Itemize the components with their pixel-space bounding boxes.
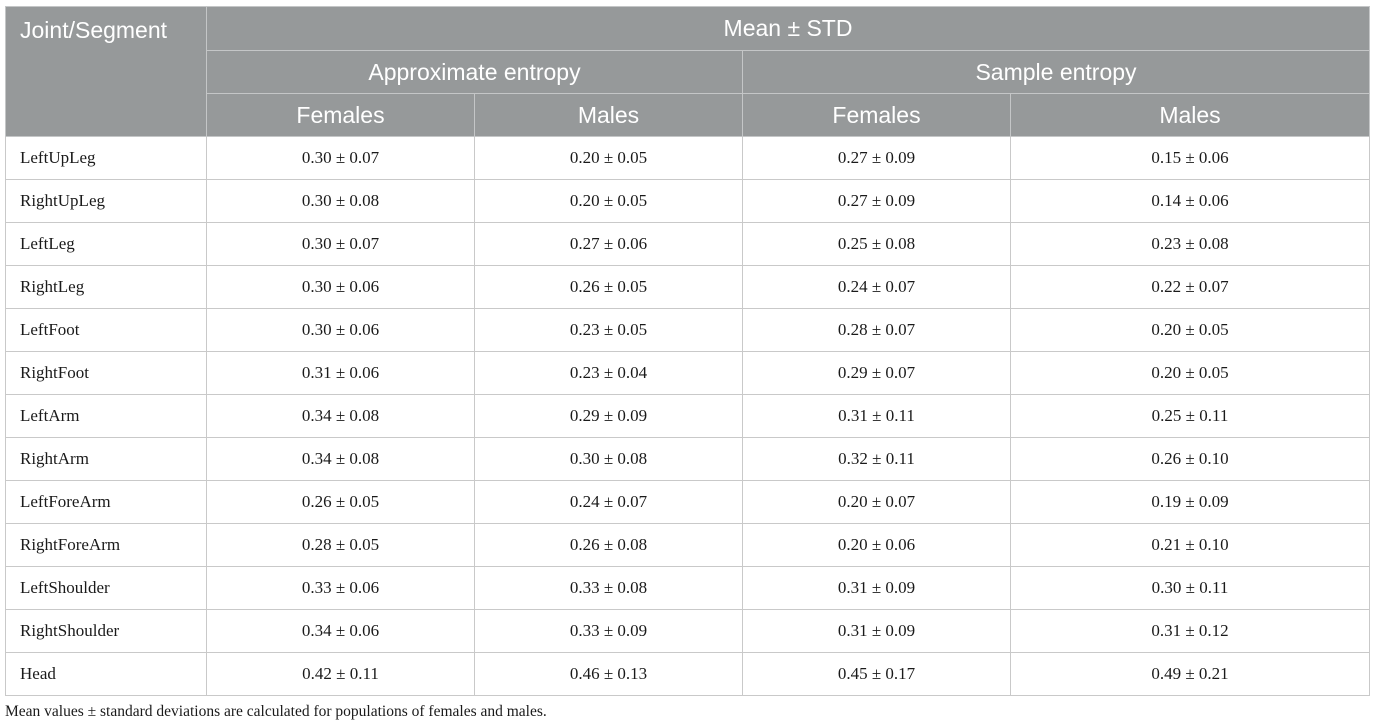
value-cell: 0.20 ± 0.05 [474,136,743,180]
table-row: RightArm 0.34 ± 0.08 0.30 ± 0.08 0.32 ± 0.1… [5,437,1370,481]
value-cell: 0.28 ± 0.07 [742,308,1011,352]
table-row: LeftArm 0.34 ± 0.08 0.29 ± 0.09 0.31 ± 0.11… [5,394,1370,438]
value-cell: 0.20 ± 0.05 [474,179,743,223]
value-cell: 0.19 ± 0.09 [1010,480,1370,524]
value-cell: 0.28 ± 0.05 [206,523,475,567]
value-cell: 0.31 ± 0.12 [1010,609,1370,653]
table-row: LeftFoot 0.30 ± 0.06 0.23 ± 0.05 0.28 ± 0.0… [5,308,1370,352]
value-cell: 0.33 ± 0.06 [206,566,475,610]
females-approx-header: Females [206,93,475,137]
value-cell: 0.31 ± 0.09 [742,566,1011,610]
value-cell: 0.27 ± 0.09 [742,179,1011,223]
males-approx-header: Males [474,93,743,137]
value-cell: 0.33 ± 0.09 [474,609,743,653]
value-cell: 0.46 ± 0.13 [474,652,743,696]
table-body: LeftUpLeg 0.30 ± 0.07 0.20 ± 0.05 0.27 ± 0.… [5,136,1370,696]
value-cell: 0.21 ± 0.10 [1010,523,1370,567]
segment-cell: RightArm [5,437,207,481]
value-cell: 0.31 ± 0.11 [742,394,1011,438]
segment-cell: LeftForeArm [5,480,207,524]
table-row: RightForeArm 0.28 ± 0.05 0.26 ± 0.08 0.20 ±… [5,523,1370,567]
value-cell: 0.15 ± 0.06 [1010,136,1370,180]
segment-column-header: Joint/Segment [5,6,207,137]
segment-cell: RightUpLeg [5,179,207,223]
value-cell: 0.49 ± 0.21 [1010,652,1370,696]
value-cell: 0.26 ± 0.05 [474,265,743,309]
table-row: LeftForeArm 0.26 ± 0.05 0.24 ± 0.07 0.20 ± … [5,480,1370,524]
value-cell: 0.25 ± 0.11 [1010,394,1370,438]
table-row: RightLeg 0.30 ± 0.06 0.26 ± 0.05 0.24 ± 0.0… [5,265,1370,309]
segment-cell: LeftShoulder [5,566,207,610]
entropy-table: Joint/Segment Mean ± STD Approximate ent… [5,6,1370,696]
approximate-entropy-header: Approximate entropy [206,50,743,94]
value-cell: 0.26 ± 0.05 [206,480,475,524]
value-cell: 0.32 ± 0.11 [742,437,1011,481]
table-row: RightFoot 0.31 ± 0.06 0.23 ± 0.04 0.29 ± 0.… [5,351,1370,395]
value-cell: 0.20 ± 0.06 [742,523,1011,567]
value-cell: 0.20 ± 0.05 [1010,351,1370,395]
table-row: RightShoulder 0.34 ± 0.06 0.33 ± 0.09 0.31 … [5,609,1370,653]
value-cell: 0.34 ± 0.08 [206,394,475,438]
table-row: LeftLeg 0.30 ± 0.07 0.27 ± 0.06 0.25 ± 0.08… [5,222,1370,266]
males-sample-header: Males [1010,93,1370,137]
table-row: LeftShoulder 0.33 ± 0.06 0.33 ± 0.08 0.31 ±… [5,566,1370,610]
females-sample-header: Females [742,93,1011,137]
table-footnote: Mean values ± standard deviations are ca… [5,703,547,720]
value-cell: 0.30 ± 0.06 [206,308,475,352]
segment-cell: LeftLeg [5,222,207,266]
value-cell: 0.29 ± 0.07 [742,351,1011,395]
table-row: LeftUpLeg 0.30 ± 0.07 0.20 ± 0.05 0.27 ± 0.… [5,136,1370,180]
value-cell: 0.30 ± 0.08 [474,437,743,481]
value-cell: 0.45 ± 0.17 [742,652,1011,696]
value-cell: 0.20 ± 0.07 [742,480,1011,524]
value-cell: 0.30 ± 0.07 [206,222,475,266]
value-cell: 0.24 ± 0.07 [742,265,1011,309]
segment-cell: LeftUpLeg [5,136,207,180]
value-cell: 0.26 ± 0.08 [474,523,743,567]
segment-cell: RightLeg [5,265,207,309]
value-cell: 0.23 ± 0.08 [1010,222,1370,266]
value-cell: 0.33 ± 0.08 [474,566,743,610]
value-cell: 0.34 ± 0.08 [206,437,475,481]
segment-cell: LeftArm [5,394,207,438]
value-cell: 0.30 ± 0.11 [1010,566,1370,610]
value-cell: 0.34 ± 0.06 [206,609,475,653]
segment-cell: RightShoulder [5,609,207,653]
table-header: Joint/Segment Mean ± STD Approximate ent… [5,6,1370,137]
value-cell: 0.27 ± 0.09 [742,136,1011,180]
value-cell: 0.23 ± 0.05 [474,308,743,352]
sample-entropy-header: Sample entropy [742,50,1370,94]
segment-cell: LeftFoot [5,308,207,352]
value-cell: 0.26 ± 0.10 [1010,437,1370,481]
table-row: Head 0.42 ± 0.11 0.46 ± 0.13 0.45 ± 0.17 0.4… [5,652,1370,696]
segment-cell: Head [5,652,207,696]
value-cell: 0.31 ± 0.09 [742,609,1011,653]
value-cell: 0.30 ± 0.07 [206,136,475,180]
value-cell: 0.22 ± 0.07 [1010,265,1370,309]
value-cell: 0.29 ± 0.09 [474,394,743,438]
value-cell: 0.23 ± 0.04 [474,351,743,395]
value-cell: 0.25 ± 0.08 [742,222,1011,266]
value-cell: 0.27 ± 0.06 [474,222,743,266]
value-cell: 0.30 ± 0.06 [206,265,475,309]
mean-std-header: Mean ± STD [206,6,1370,51]
value-cell: 0.14 ± 0.06 [1010,179,1370,223]
value-cell: 0.24 ± 0.07 [474,480,743,524]
value-cell: 0.31 ± 0.06 [206,351,475,395]
entropy-table-container: Joint/Segment Mean ± STD Approximate ent… [5,6,1370,696]
value-cell: 0.30 ± 0.08 [206,179,475,223]
value-cell: 0.20 ± 0.05 [1010,308,1370,352]
segment-cell: RightFoot [5,351,207,395]
value-cell: 0.42 ± 0.11 [206,652,475,696]
table-row: RightUpLeg 0.30 ± 0.08 0.20 ± 0.05 0.27 ± 0… [5,179,1370,223]
segment-cell: RightForeArm [5,523,207,567]
